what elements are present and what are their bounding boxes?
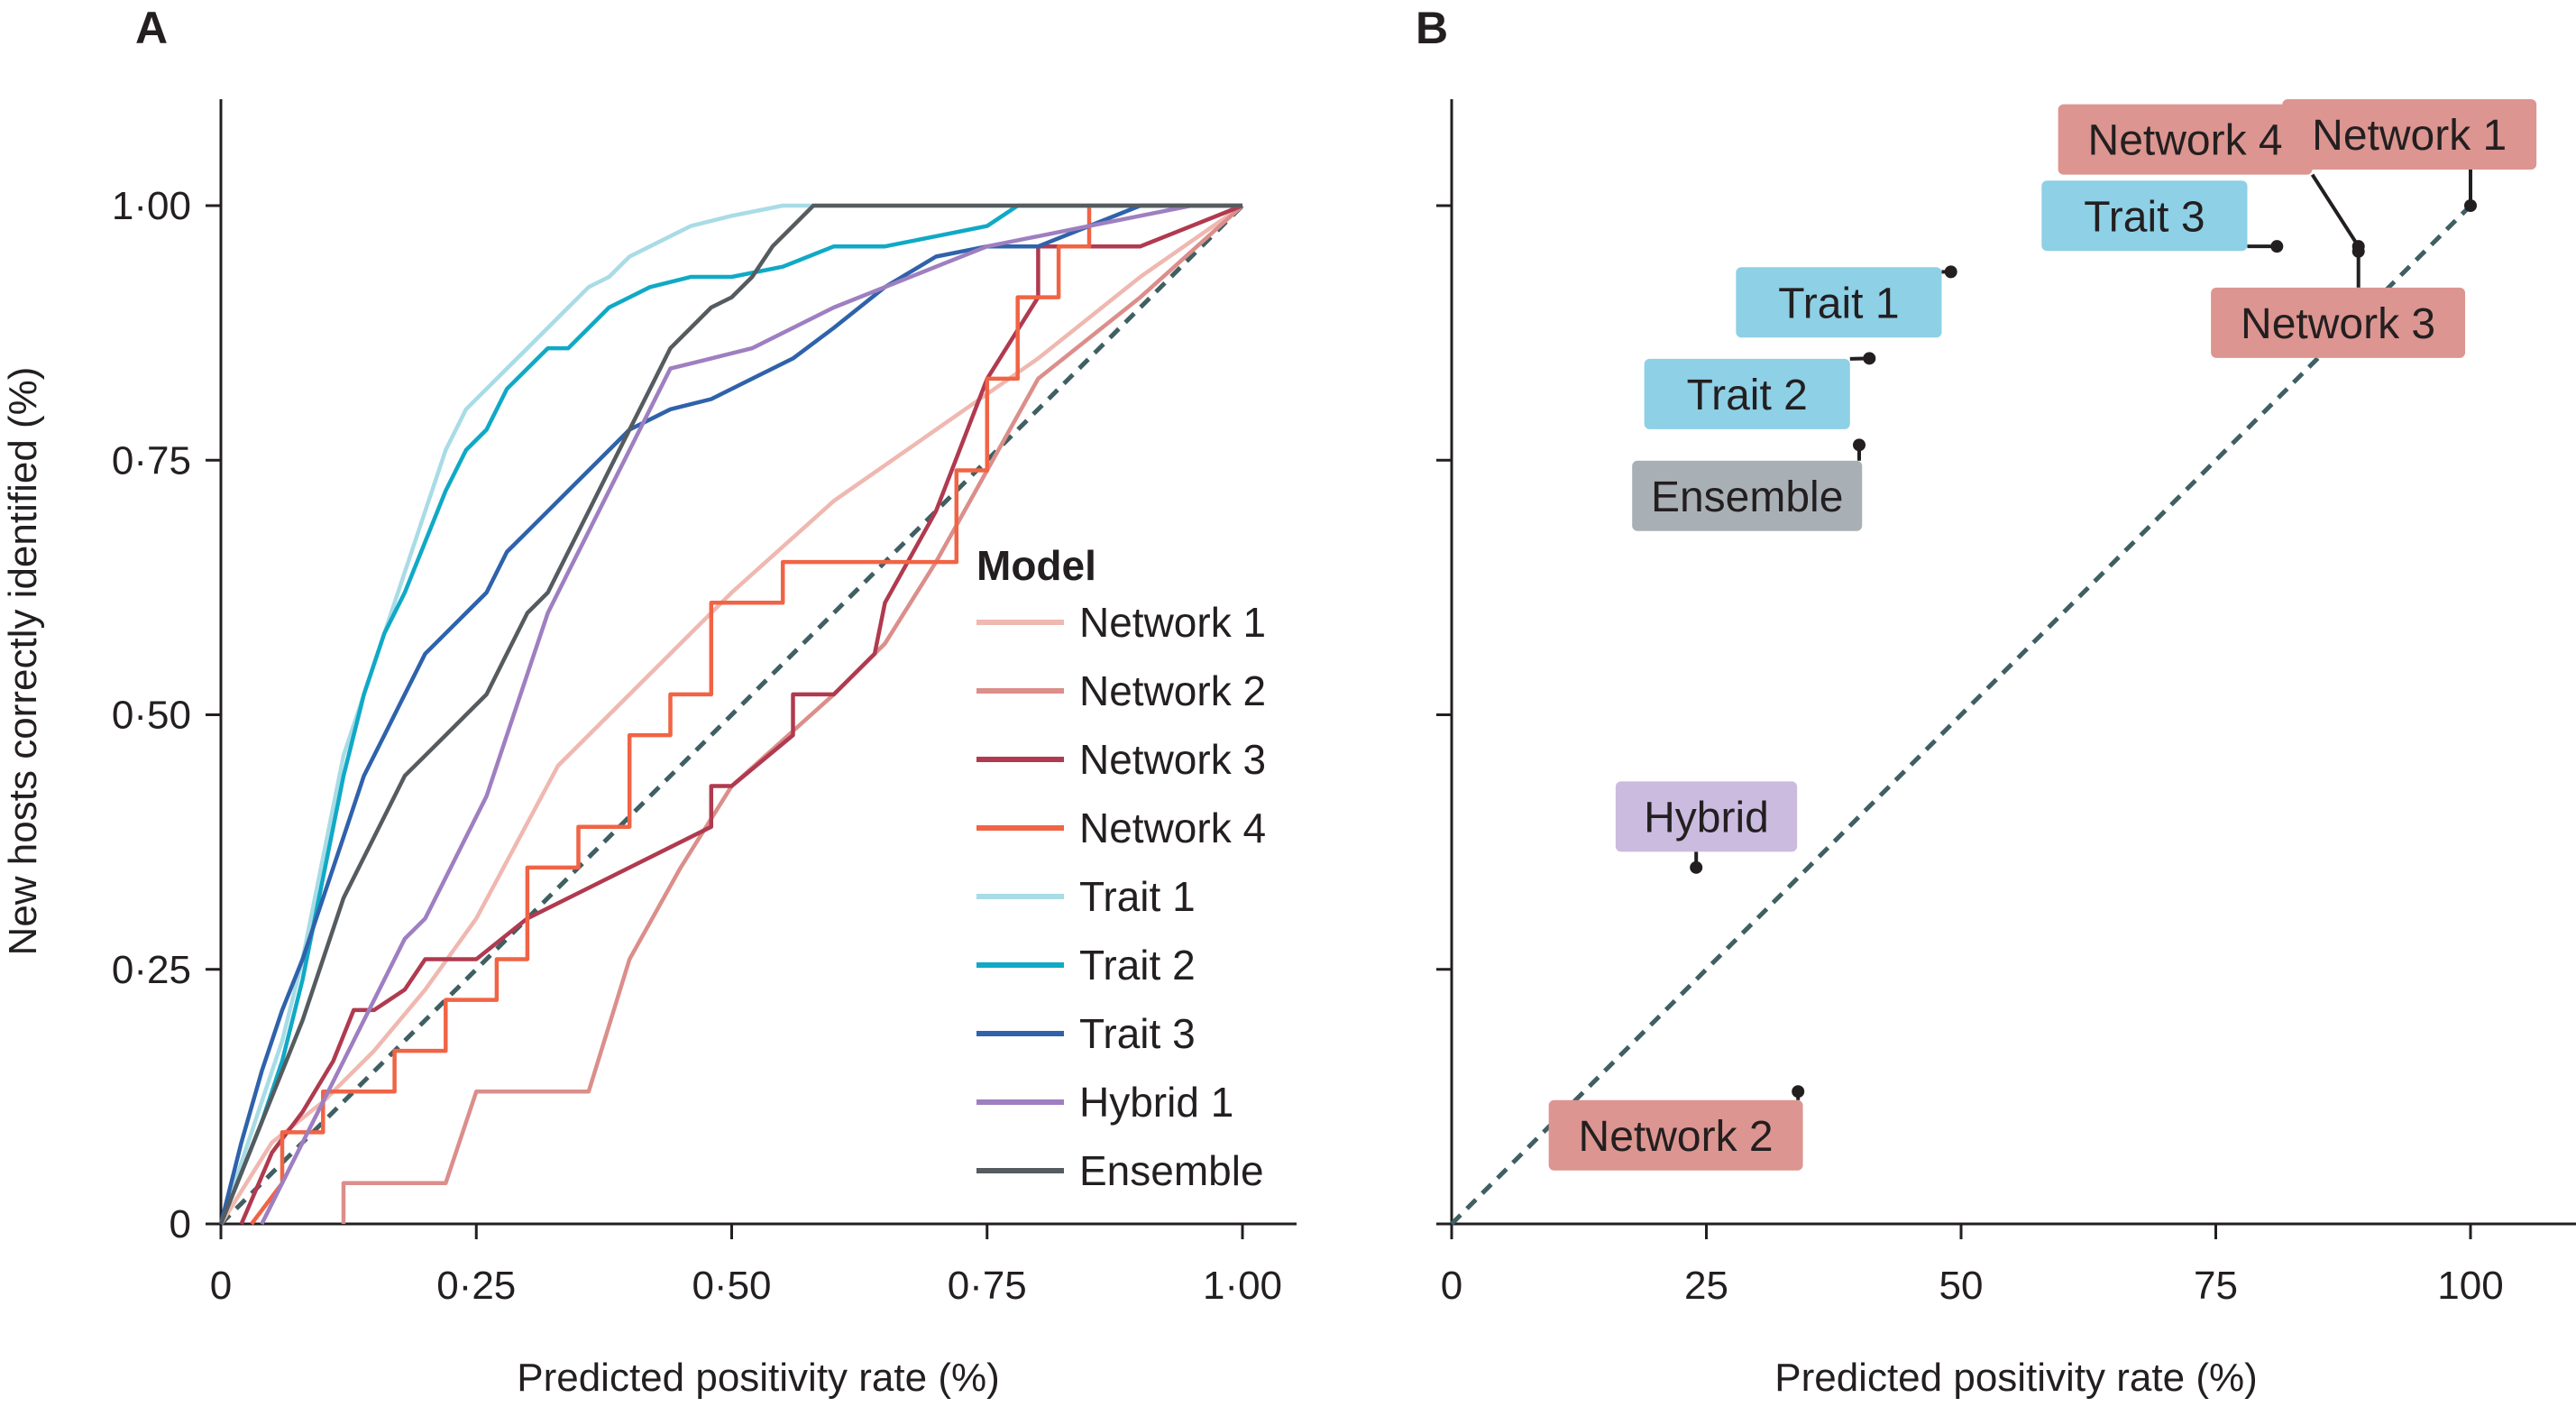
series-line-trait-2 [218, 203, 1242, 1225]
panel-a-x-tick-label: 0·50 [692, 1264, 771, 1308]
point-network-2: Network 2 [1548, 1085, 1805, 1171]
point-trait-1: Trait 1 [1736, 265, 1957, 338]
legend-label-trait-2: Trait 2 [1079, 942, 1196, 989]
point-marker [2464, 199, 2477, 212]
panel-a-y-tick-label: 1·00 [112, 184, 191, 228]
legend-label-trait-3: Trait 3 [1079, 1010, 1196, 1057]
panel-a-y-ticks: 0 0·25 0·50 0·75 1·00 [112, 184, 221, 1246]
panel-b-x-tick-label: 0 [1441, 1264, 1462, 1308]
point-marker [2351, 244, 2365, 258]
point-label-box [1548, 1099, 1803, 1171]
panel-b-x-ticks: 0 25 50 75 100 [1441, 1224, 2504, 1308]
point-trait-2: Trait 2 [1644, 352, 1876, 429]
panel-a-y-tick-label: 0·75 [112, 438, 191, 483]
panel-b-letter: B [1416, 3, 1448, 53]
panel-a-y-tick-label: 0 [170, 1202, 191, 1246]
panel-b-x-tick-label: 25 [1684, 1264, 1728, 1308]
series-line-hybrid-1 [260, 203, 1242, 1226]
point-network-1: Network 1 [2282, 98, 2537, 212]
panel-a-y-axis-title: New hosts correctly identified (%) [1, 367, 45, 956]
point-label: Network 2 [1579, 1113, 1774, 1161]
panel-a-x-tick-label: 0 [210, 1264, 232, 1308]
panel-b-x-tick-label: 100 [2437, 1264, 2503, 1308]
point-label: Ensemble [1651, 474, 1843, 521]
legend-label-hybrid-1: Hybrid 1 [1079, 1079, 1233, 1126]
point-hybrid: Hybrid [1615, 781, 1798, 874]
point-label-box [2211, 287, 2466, 358]
legend-label-network-2: Network 2 [1079, 667, 1266, 714]
panel-a-x-tick-label: 0·25 [436, 1264, 516, 1308]
panel-b-x-axis-title: Predicted positivity rate (%) [1774, 1356, 2258, 1400]
legend-title: Model [976, 542, 1096, 589]
point-label: Network 1 [2312, 112, 2507, 160]
point-leader [2310, 173, 2361, 248]
point-label-box [1632, 460, 1863, 531]
point-label: Hybrid [1644, 794, 1769, 841]
point-marker [1944, 265, 1957, 279]
point-ensemble: Ensemble [1632, 438, 1866, 531]
point-marker [1792, 1085, 1805, 1099]
panel-b-y-ticks [1436, 204, 1452, 1226]
panel-b-x-tick-label: 50 [1939, 1264, 1984, 1308]
panel-a-x-ticks: 0 0·25 0·50 0·75 1·00 [210, 1224, 1282, 1308]
panel-a-reference-line [219, 204, 1244, 1226]
point-trait-3: Trait 3 [2041, 180, 2284, 253]
panel-a-y-tick-label: 0·25 [112, 948, 191, 992]
legend-label-network-1: Network 1 [1079, 599, 1266, 646]
panel-a-y-tick-label: 0·50 [112, 694, 191, 738]
point-marker [1853, 438, 1866, 452]
series-line-network-4 [250, 203, 1242, 1226]
point-marker [1863, 352, 1876, 365]
point-marker [1690, 860, 1703, 874]
panel-a-x-axis-title: Predicted positivity rate (%) [517, 1356, 1000, 1400]
panel-b-reference-line [1450, 204, 2472, 1226]
panel-a-x-tick-label: 1·00 [1203, 1264, 1282, 1308]
panel-a-legend: Model Network 1 Network 2 Network 3 Network… [976, 542, 1266, 1194]
point-label: Network 4 [2088, 117, 2283, 165]
panel-a-x-tick-label: 0·75 [948, 1264, 1027, 1308]
series-line-trait-3 [218, 203, 1242, 1225]
series-line-network-3 [239, 203, 1243, 1225]
panel-a-letter: A [135, 3, 168, 53]
legend-label-ensemble: Ensemble [1079, 1147, 1264, 1194]
panel-a: A 0 0·25 0·50 0·75 1·00 0 0·25 0·50 0·75 1·00 Pr… [1, 3, 1297, 1400]
point-label-box [2282, 98, 2537, 170]
point-label-box [1644, 358, 1850, 429]
point-label-box [2041, 180, 2248, 252]
point-network-4: Network 4 [2058, 104, 2365, 253]
panel-a-series [218, 203, 1244, 1226]
panel-b-points: Network 1 Network 4 Trait 3 Network 3 Trait … [1548, 98, 2537, 1171]
panel-b-x-tick-label: 75 [2194, 1264, 2238, 1308]
point-label: Trait 1 [1778, 280, 1899, 327]
legend-label-trait-1: Trait 1 [1079, 873, 1196, 920]
point-label: Trait 3 [2084, 193, 2205, 241]
point-label: Trait 2 [1687, 372, 1808, 419]
point-marker [2270, 240, 2284, 253]
series-line-ensemble [218, 203, 1242, 1225]
point-network-3: Network 3 [2211, 244, 2466, 358]
point-label-box [2058, 104, 2313, 175]
legend-label-network-4: Network 4 [1079, 805, 1266, 851]
point-label: Network 3 [2241, 300, 2435, 348]
point-label-box [1615, 781, 1798, 852]
point-label-box [1736, 267, 1942, 338]
legend-label-network-3: Network 3 [1079, 736, 1266, 783]
